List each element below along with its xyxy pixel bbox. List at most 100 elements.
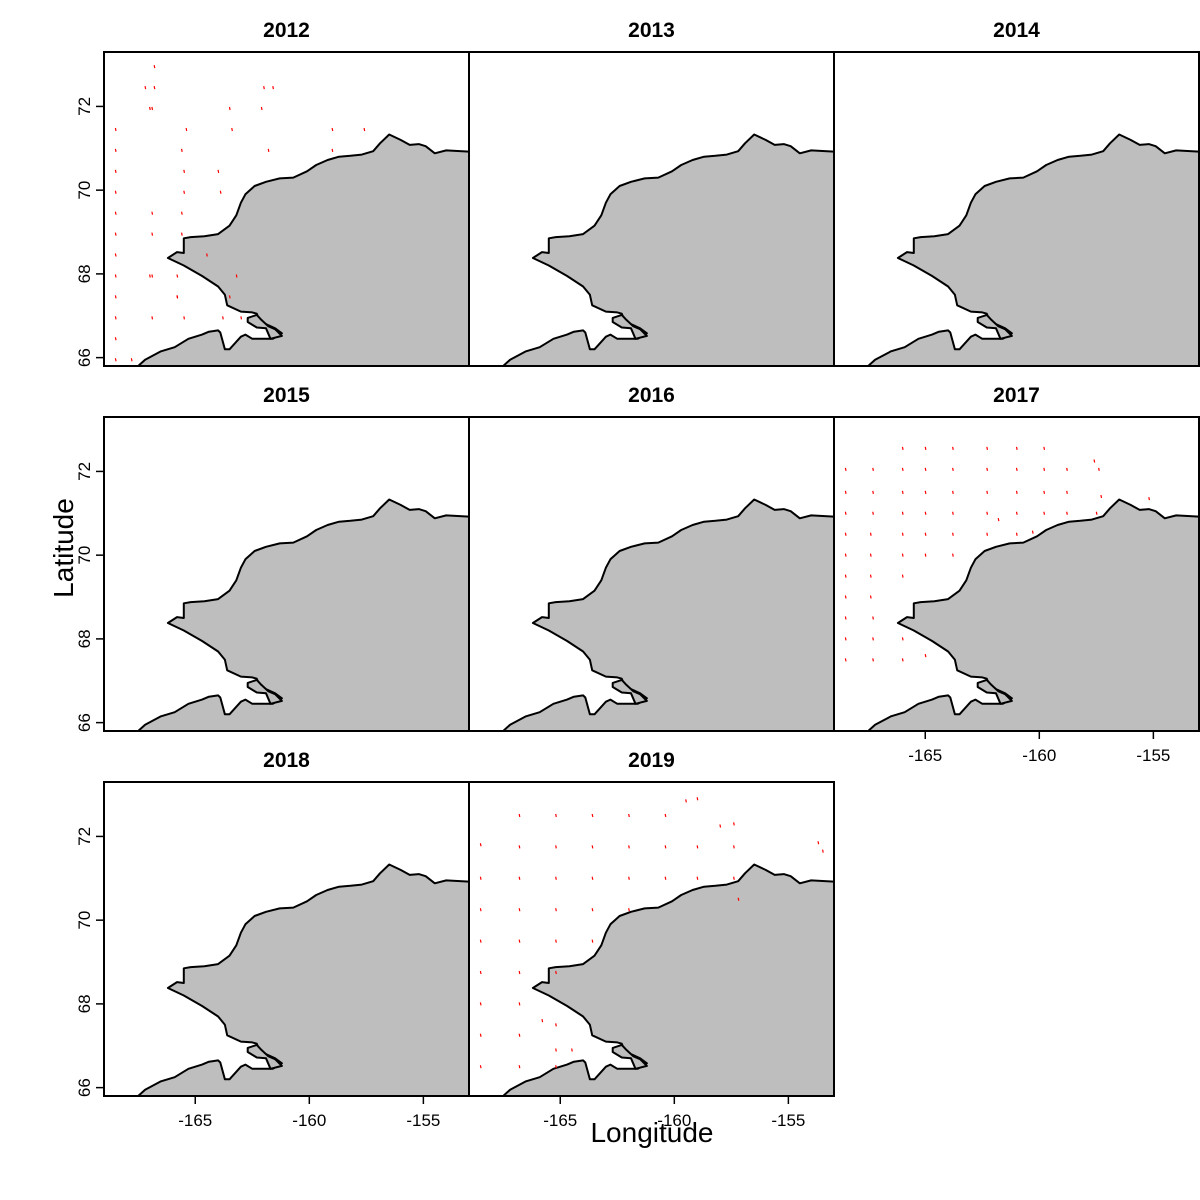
station-point xyxy=(628,813,630,818)
inlet-land xyxy=(246,1043,283,1070)
station-point xyxy=(114,169,117,173)
y-tick-label: 68 xyxy=(75,629,94,648)
station-point xyxy=(924,467,927,471)
station-point xyxy=(924,532,927,536)
panels: 2012 2013 2014 2015 2016 2017 2018 2019 xyxy=(103,19,1200,1097)
station-point xyxy=(872,511,874,515)
station-point xyxy=(869,574,872,578)
station-point xyxy=(997,517,1000,522)
station-point xyxy=(555,876,557,880)
station-point xyxy=(518,813,521,818)
station-point xyxy=(901,511,904,515)
inlet-land xyxy=(611,1043,648,1070)
station-point xyxy=(664,845,667,849)
panel-title: 2012 xyxy=(263,19,310,42)
land xyxy=(867,498,1199,731)
station-point xyxy=(844,658,847,662)
station-point xyxy=(591,813,594,818)
station-point xyxy=(114,232,117,236)
station-point xyxy=(844,511,847,515)
station-point xyxy=(114,148,117,153)
panel-2014: 2014 xyxy=(833,19,1200,367)
y-tick-label: 66 xyxy=(75,713,94,732)
x-axis-title: Longitude xyxy=(590,1117,713,1148)
station-point xyxy=(817,841,820,845)
station-point xyxy=(1148,497,1151,501)
y-tick-label: 72 xyxy=(75,97,94,116)
station-point xyxy=(363,127,366,132)
station-point xyxy=(331,127,334,132)
station-point xyxy=(555,939,557,943)
station-point xyxy=(986,490,989,494)
land xyxy=(502,133,834,366)
station-point xyxy=(180,211,183,215)
station-point xyxy=(555,813,557,818)
station-point xyxy=(231,127,233,132)
station-point xyxy=(844,532,847,536)
x-tick-label: -160 xyxy=(1022,746,1056,765)
station-point xyxy=(180,232,183,236)
station-point xyxy=(1015,511,1018,515)
station-point xyxy=(151,106,154,111)
station-point xyxy=(737,897,740,901)
station-point xyxy=(479,1065,482,1069)
station-point xyxy=(1043,446,1046,451)
land xyxy=(502,863,834,1096)
station-point xyxy=(272,85,275,90)
x-tick-label: -155 xyxy=(406,1111,440,1130)
station-point xyxy=(219,190,222,194)
station-point xyxy=(1015,490,1018,494)
station-point xyxy=(479,970,482,975)
station-point xyxy=(114,127,117,132)
station-point xyxy=(696,845,699,849)
station-point xyxy=(901,637,904,641)
station-point xyxy=(733,876,735,880)
station-point xyxy=(924,490,927,494)
station-point xyxy=(901,490,904,494)
station-point xyxy=(986,511,989,515)
station-point xyxy=(555,908,557,912)
station-point xyxy=(696,797,699,801)
station-point xyxy=(901,574,904,578)
station-point xyxy=(1043,511,1046,515)
station-point xyxy=(1066,490,1068,494)
station-point xyxy=(176,295,179,299)
station-point xyxy=(986,532,989,536)
station-point xyxy=(664,876,667,880)
station-point xyxy=(924,446,927,451)
station-point xyxy=(901,553,904,557)
panel-title: 2016 xyxy=(628,384,675,407)
map-area xyxy=(479,797,834,1096)
y-tick-label: 66 xyxy=(75,348,94,367)
station-point xyxy=(869,532,872,536)
station-point xyxy=(144,85,147,90)
station-point xyxy=(114,274,117,278)
station-point xyxy=(183,316,186,320)
station-point xyxy=(844,574,847,578)
station-point xyxy=(733,822,735,826)
station-point xyxy=(869,553,872,557)
station-point xyxy=(151,316,154,320)
station-point xyxy=(267,148,270,153)
station-point xyxy=(1043,467,1046,471)
station-point xyxy=(479,908,482,912)
axes: 66 68 70 72 66 68 70 72 -165 -160 -155 66 68 70 72 -165… xyxy=(75,52,1199,1130)
station-point xyxy=(228,295,231,299)
station-point xyxy=(844,553,847,557)
station-point xyxy=(872,467,874,471)
y-tick-label: 68 xyxy=(75,994,94,1013)
station-point xyxy=(952,511,954,515)
station-point xyxy=(952,467,954,471)
x-tick-label: -155 xyxy=(771,1111,805,1130)
station-point xyxy=(591,845,594,849)
station-point xyxy=(696,876,699,880)
station-point xyxy=(130,358,133,362)
station-point xyxy=(518,876,521,880)
station-point xyxy=(183,190,186,194)
station-point xyxy=(986,467,989,471)
inlet-land xyxy=(246,678,283,705)
station-point xyxy=(151,274,154,278)
x-tick-label: -160 xyxy=(292,1111,326,1130)
station-point xyxy=(518,970,521,975)
